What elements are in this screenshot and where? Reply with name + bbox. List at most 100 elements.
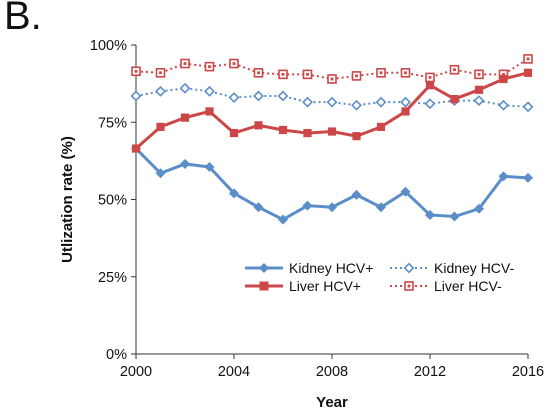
data-point <box>424 209 436 220</box>
data-point-box <box>474 85 484 94</box>
data-point <box>400 186 411 197</box>
y-axis-title: Utlization rate (%) <box>59 136 76 263</box>
data-point <box>352 132 361 141</box>
data-point <box>522 172 534 183</box>
data-point <box>278 125 288 135</box>
data-point-center <box>232 62 236 65</box>
data-point <box>277 90 289 102</box>
data-point <box>498 171 509 182</box>
data-point <box>401 107 410 116</box>
data-point <box>400 68 411 78</box>
x-tick-label: 2016 <box>512 364 544 380</box>
data-point-center <box>330 77 334 81</box>
data-point <box>522 101 534 113</box>
series-line <box>135 71 529 150</box>
data-point <box>180 58 190 69</box>
data-point-box <box>229 128 239 138</box>
data-point <box>449 64 460 75</box>
data-point-box <box>425 81 435 90</box>
x-tick-label: 2000 <box>120 364 152 380</box>
data-point-box <box>401 107 410 116</box>
data-point-box <box>327 127 337 136</box>
data-point-center <box>257 71 260 75</box>
data-point-center <box>407 284 411 288</box>
series-layer <box>130 54 534 225</box>
data-point-box <box>376 122 386 131</box>
data-point-center <box>183 62 187 65</box>
data-point <box>179 82 191 94</box>
data-point <box>130 90 142 102</box>
x-tick-label: 2004 <box>218 364 250 380</box>
data-point-center <box>159 71 162 75</box>
data-point-center <box>208 65 211 69</box>
data-point <box>179 158 191 169</box>
data-point-box <box>254 121 263 130</box>
data-point-box <box>499 74 508 84</box>
legend: Kidney HCV+ Kidney HCV- Liver HCV+ Liver HC… <box>245 260 514 294</box>
legend-item: Kidney HCV- <box>390 260 514 276</box>
data-point <box>302 200 313 211</box>
data-point <box>204 61 215 72</box>
x-axis-title: Year <box>316 394 348 411</box>
legend-label: Kidney HCV- <box>434 260 514 276</box>
data-point <box>155 168 166 179</box>
data-point <box>404 281 414 291</box>
data-point <box>376 122 386 131</box>
data-point <box>277 214 289 225</box>
legend-item: Kidney HCV+ <box>245 260 373 276</box>
data-point-box <box>352 132 361 141</box>
data-point <box>351 71 362 81</box>
data-point-box <box>156 122 165 131</box>
data-point <box>523 54 533 64</box>
data-point <box>205 107 214 116</box>
data-point <box>327 127 337 136</box>
data-point-center <box>453 68 456 72</box>
y-tick-label: 25% <box>98 270 127 286</box>
data-point <box>131 66 141 77</box>
data-point-box <box>259 281 269 291</box>
data-point <box>228 92 240 103</box>
data-point <box>375 96 387 108</box>
y-tick-label: 75% <box>98 115 127 131</box>
data-point <box>156 122 165 131</box>
data-point <box>278 69 288 80</box>
data-point <box>253 90 264 102</box>
data-point <box>326 202 338 213</box>
data-point <box>473 203 485 214</box>
data-point <box>449 211 460 222</box>
data-point-center <box>134 69 138 73</box>
data-point <box>302 96 313 108</box>
data-point <box>351 189 362 200</box>
data-point <box>424 98 436 110</box>
panel-label: B. <box>4 0 42 38</box>
data-point <box>259 281 269 291</box>
legend-item: Liver HCV+ <box>245 278 361 294</box>
y-tick-label: 50% <box>98 193 127 209</box>
data-point-box <box>450 94 459 104</box>
series-line <box>135 87 529 108</box>
data-point <box>425 81 435 90</box>
data-point <box>498 99 509 111</box>
data-point <box>474 85 484 94</box>
data-point <box>258 262 270 274</box>
data-point <box>375 202 387 213</box>
data-point <box>523 68 533 77</box>
data-point-center <box>502 72 505 76</box>
data-point-center <box>306 72 309 76</box>
data-point <box>327 74 337 84</box>
data-point-center <box>526 57 530 61</box>
data-point <box>473 95 485 107</box>
data-point-box <box>278 125 288 135</box>
series-kidney-hcv- <box>130 143 534 225</box>
data-point-center <box>404 71 407 75</box>
x-tick-label: 2008 <box>316 364 348 380</box>
data-point-box <box>131 144 141 153</box>
x-tick-label: 2012 <box>414 364 446 380</box>
data-point-center <box>355 74 358 78</box>
axes: 0% 25% 50% 75% 100% 2000 2004 2008 2012 2016 <box>90 38 544 380</box>
data-point-box <box>205 107 214 116</box>
data-point <box>131 144 141 153</box>
data-point <box>253 202 264 213</box>
series-liver-hcv- <box>131 68 533 153</box>
